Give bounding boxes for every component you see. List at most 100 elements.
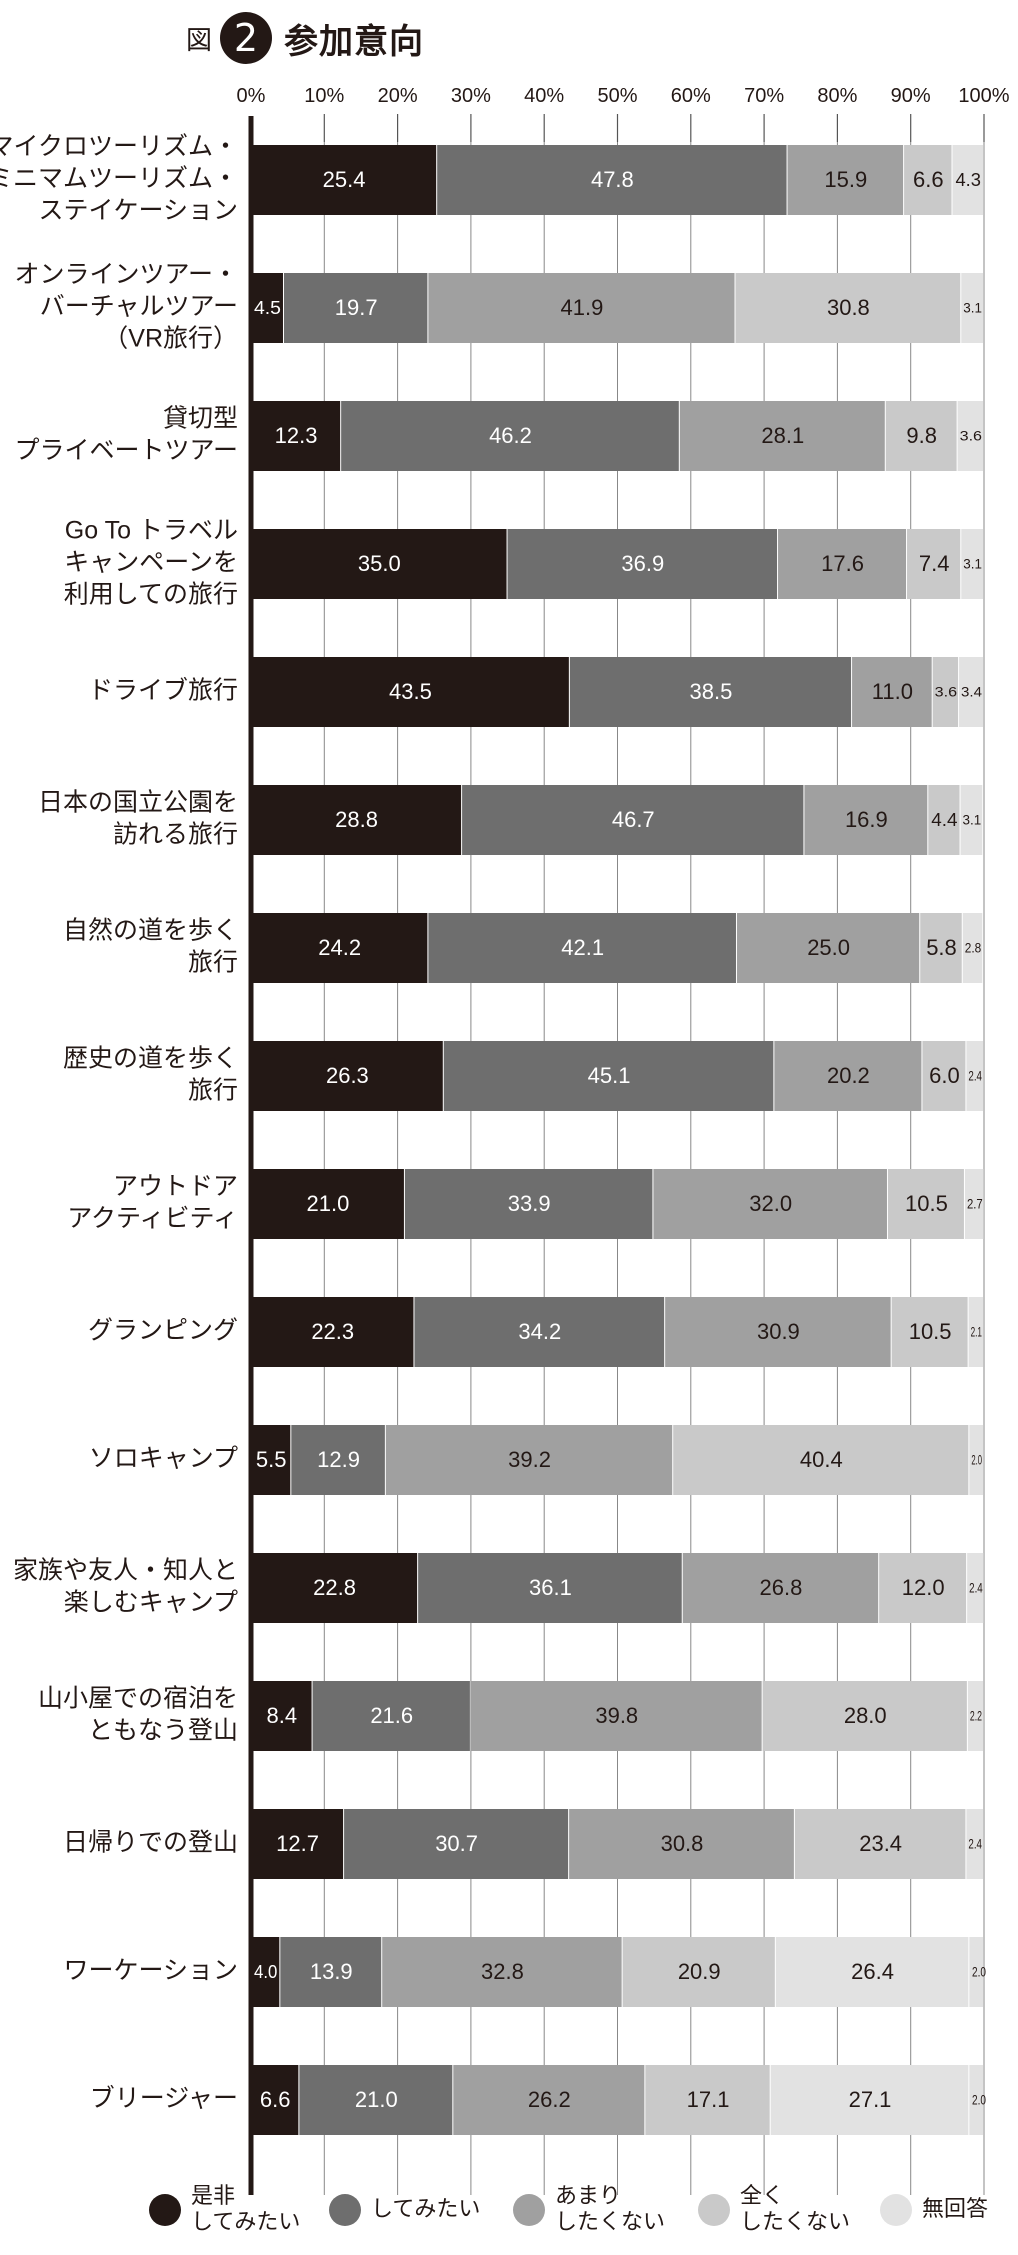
bar-segment	[251, 273, 283, 343]
bar-data-label: 5.8	[926, 935, 957, 960]
category-label: グランピング	[88, 1317, 238, 1345]
figure-number-badge: 2	[220, 12, 273, 64]
bar-data-label: 5.5	[256, 1447, 287, 1472]
bar-data-label: 15.9	[824, 167, 867, 192]
bar-data-label: 3.6	[960, 428, 983, 444]
legend-label: したくない	[740, 2209, 850, 2234]
bar-segment	[775, 1937, 969, 2007]
bar-segment	[251, 1809, 344, 1879]
bar-segment	[682, 1553, 879, 1623]
legend-swatch	[513, 2194, 545, 2226]
bar-segment	[251, 1681, 312, 1751]
bar-segment	[291, 1425, 385, 1495]
bar-data-label: 3.1	[963, 556, 982, 572]
bar-segment	[904, 145, 952, 215]
bar-segment	[251, 1169, 404, 1239]
bar-segment	[344, 1809, 569, 1879]
bar-data-label: 30.9	[757, 1319, 800, 1344]
bar-segment	[414, 1297, 665, 1367]
bar-segment	[251, 401, 341, 471]
bar-segment	[418, 1553, 682, 1623]
bar-data-label: 2.0	[972, 1964, 986, 1980]
bar-data-label: 12.0	[902, 1575, 945, 1600]
bar-data-label: 38.5	[690, 679, 733, 704]
bar-segment	[251, 2065, 299, 2135]
bar-segment	[251, 529, 507, 599]
bar-segment	[887, 1169, 964, 1239]
bar-segment	[961, 273, 983, 343]
bar-data-label: 26.4	[851, 1959, 894, 1984]
bar-segment	[251, 1297, 414, 1367]
bar-data-label: 2.4	[968, 1836, 982, 1852]
bar-segment	[969, 1425, 983, 1495]
bar-data-label: 9.8	[906, 423, 937, 448]
category-label: 歴史の道を歩く	[63, 1045, 238, 1073]
bar-segment	[969, 1937, 983, 2007]
category-label: キャンペーンを	[64, 549, 238, 577]
bar-data-label: 17.6	[821, 551, 864, 576]
legend-label: 是非	[191, 2183, 235, 2208]
category-label: Go To トラベル	[65, 517, 238, 545]
category-label: 楽しむキャンプ	[64, 1589, 238, 1617]
bar-data-label: 41.9	[561, 295, 604, 320]
bar-segment	[969, 2065, 983, 2135]
bar-segment	[470, 1681, 762, 1751]
bar-segment	[778, 529, 907, 599]
bar-data-label: 46.2	[489, 423, 532, 448]
bar-data-label: 40.4	[800, 1447, 843, 1472]
bar-data-label: 2.1	[971, 1324, 983, 1340]
bar-segment	[968, 1297, 983, 1367]
bar-segment	[967, 1553, 984, 1623]
bar-data-label: 30.8	[661, 1831, 704, 1856]
bar-segment	[665, 1297, 891, 1367]
category-label: ブリージャー	[90, 2085, 238, 2113]
bar-segment	[952, 145, 983, 215]
bar-segment	[879, 1553, 967, 1623]
bar-data-label: 2.2	[970, 1708, 982, 1724]
legend-swatch	[149, 2194, 181, 2226]
bar-segment	[437, 145, 787, 215]
bar-data-label: 26.8	[760, 1575, 803, 1600]
bar-data-label: 17.1	[687, 2087, 730, 2112]
bar-segment	[404, 1169, 653, 1239]
bar-segment	[251, 657, 569, 727]
bar-segment	[885, 401, 957, 471]
bar-data-label: 34.2	[518, 1319, 561, 1344]
bar-segment	[928, 785, 960, 855]
bar-segment	[251, 1425, 291, 1495]
bar-data-label: 24.2	[318, 935, 361, 960]
x-tick-label: 30%	[451, 85, 491, 107]
x-tick-label: 100%	[958, 85, 1009, 107]
bar-data-label: 11.0	[872, 679, 913, 704]
bar-data-label: 32.0	[749, 1191, 792, 1216]
legend-label: 無回答	[922, 2196, 988, 2221]
category-label: マイクロツーリズム・	[0, 133, 238, 161]
bar-data-label: 4.3	[955, 170, 981, 190]
bar-segment	[891, 1297, 968, 1367]
bar-data-label: 4.4	[931, 810, 957, 830]
bar-data-label: 28.0	[844, 1703, 887, 1728]
x-tick-label: 90%	[891, 85, 931, 107]
bar-segment	[966, 1041, 983, 1111]
bar-segment	[735, 273, 961, 343]
bar-data-label: 25.0	[807, 935, 850, 960]
bar-segment	[569, 657, 852, 727]
bar-data-label: 43.5	[389, 679, 432, 704]
category-label: 旅行	[188, 949, 238, 977]
category-label: 日本の国立公園を	[38, 789, 238, 817]
bar-data-label: 26.2	[528, 2087, 571, 2112]
category-label: 家族や友人・知人と	[13, 1557, 238, 1585]
bar-segment	[251, 785, 462, 855]
bar-segment	[428, 913, 736, 983]
bar-data-label: 3.1	[963, 300, 982, 316]
bar-segment	[922, 1041, 966, 1111]
category-label: ソロキャンプ	[89, 1445, 238, 1473]
legend-label: してみたい	[371, 2196, 480, 2221]
bar-segment	[341, 401, 679, 471]
bar-data-label: 4.5	[254, 298, 281, 318]
bar-segment	[962, 913, 983, 983]
bar-data-label: 12.7	[276, 1831, 319, 1856]
bar-segment	[428, 273, 735, 343]
bar-segment	[645, 2065, 770, 2135]
category-label: （VR旅行）	[103, 325, 238, 353]
